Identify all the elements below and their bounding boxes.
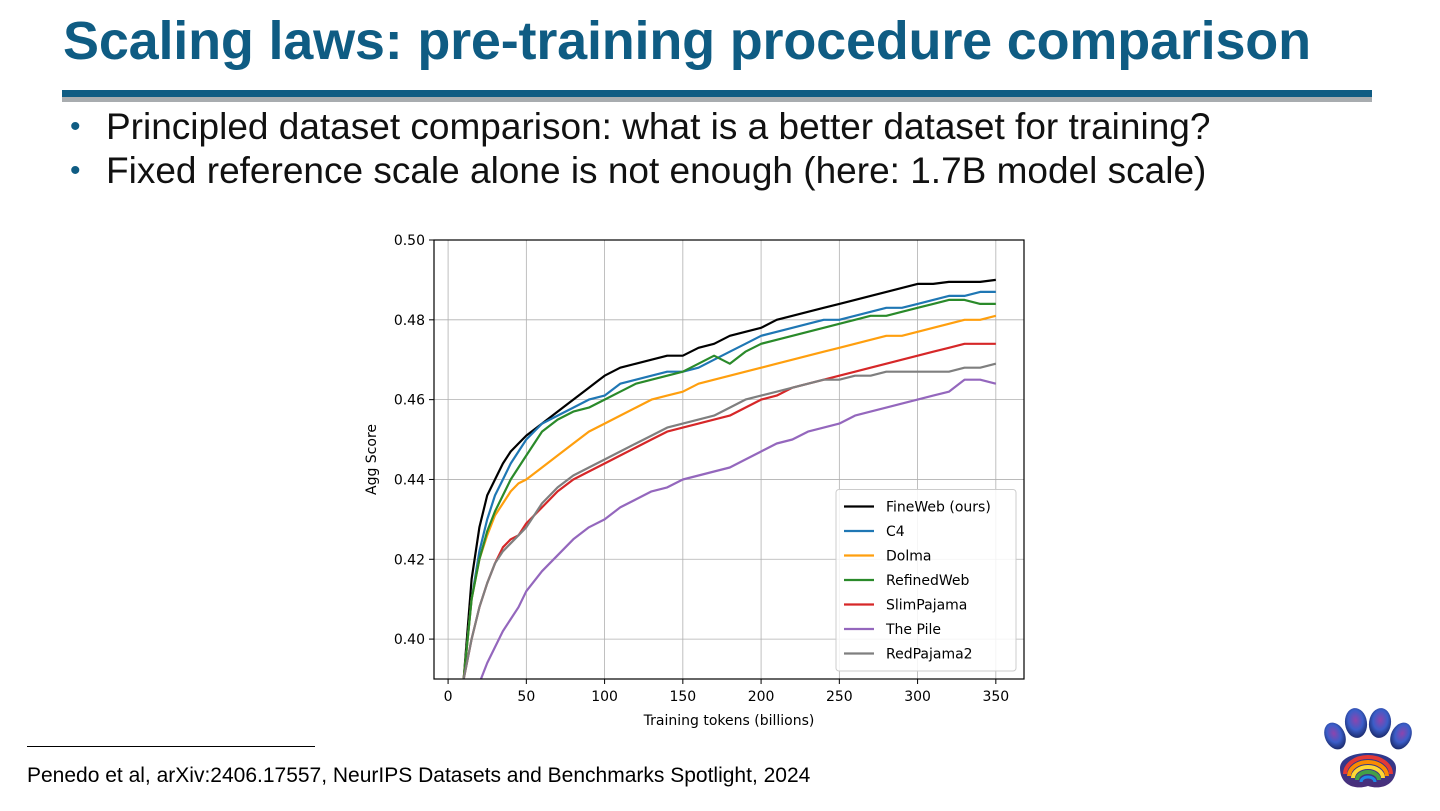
legend-label: SlimPajama <box>886 598 967 614</box>
series-line <box>462 342 996 679</box>
bullet-text: Fixed reference scale alone is not enoug… <box>106 150 1207 191</box>
bullet-icon: • <box>70 110 81 143</box>
legend-label: RedPajama2 <box>886 647 973 663</box>
bullet-item: • Principled dataset comparison: what is… <box>70 105 1210 149</box>
legend-label: RefinedWeb <box>886 573 970 589</box>
x-tick-label: 350 <box>982 689 1009 705</box>
x-axis-label: Training tokens (billions) <box>643 713 815 729</box>
x-tick-label: 100 <box>591 689 618 705</box>
y-tick-label: 0.42 <box>394 552 425 568</box>
legend-label: Dolma <box>886 549 931 565</box>
slide-title: Scaling laws: pre-training procedure com… <box>63 11 1311 71</box>
series-line <box>479 378 997 679</box>
x-tick-label: 50 <box>517 689 535 705</box>
bullet-item: • Fixed reference scale alone is not eno… <box>70 149 1210 193</box>
x-tick-label: 150 <box>669 689 696 705</box>
bullet-icon: • <box>70 154 81 187</box>
series-line <box>462 278 996 679</box>
x-tick-label: 300 <box>904 689 931 705</box>
citation-footnote: Penedo et al, arXiv:2406.17557, NeurIPS … <box>27 764 811 787</box>
series-line <box>462 298 996 679</box>
legend-box <box>835 489 1017 672</box>
title-rule-gray <box>62 97 1372 102</box>
y-tick-label: 0.46 <box>394 393 425 409</box>
plot-frame <box>433 239 1025 680</box>
y-axis-label: Agg Score <box>364 424 380 495</box>
x-tick-label: 200 <box>748 689 775 705</box>
legend-label: FineWeb (ours) <box>886 500 991 516</box>
x-tick-label: 0 <box>444 689 453 705</box>
series-line <box>462 362 997 679</box>
series-line <box>462 314 997 679</box>
y-tick-label: 0.48 <box>394 313 425 329</box>
y-tick-label: 0.40 <box>394 632 425 648</box>
y-tick-label: 0.44 <box>394 472 425 488</box>
series-line <box>462 290 996 679</box>
x-tick-label: 250 <box>826 689 853 705</box>
legend-label: C4 <box>886 524 905 540</box>
footnote-rule <box>27 746 315 747</box>
bullet-list: • Principled dataset comparison: what is… <box>70 105 1210 193</box>
scaling-line-chart: 0 50 100 150 200 250 300 350 0.40 0.42 0.44 0.46 0.4… <box>364 233 1025 729</box>
bullet-text: Principled dataset comparison: what is a… <box>106 106 1211 147</box>
title-rule-blue <box>62 90 1372 97</box>
y-tick-label: 0.50 <box>394 233 425 249</box>
rainbow-paw-icon <box>1324 708 1412 788</box>
legend-label: The Pile <box>885 622 941 638</box>
